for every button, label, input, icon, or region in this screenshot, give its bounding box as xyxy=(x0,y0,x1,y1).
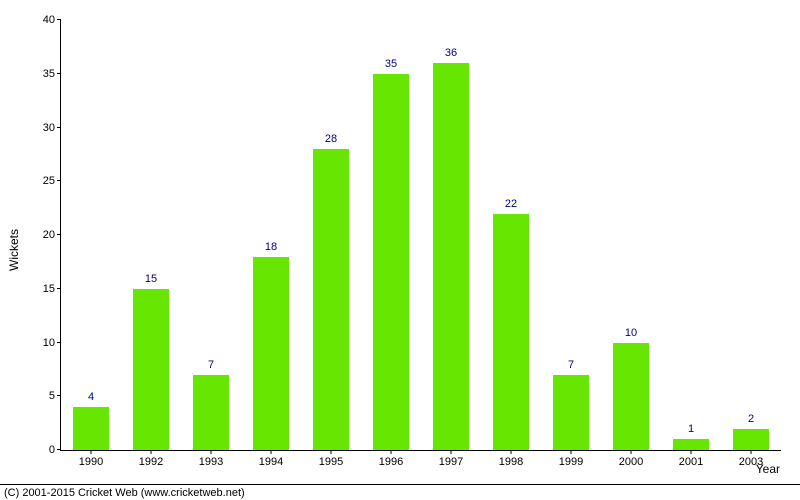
y-tick-mark xyxy=(57,127,61,128)
y-tick-mark xyxy=(57,73,61,74)
bar-value-label: 36 xyxy=(445,47,457,59)
bar-value-label: 15 xyxy=(145,273,157,285)
bar: 7 xyxy=(553,375,589,450)
bar-value-label: 28 xyxy=(325,133,337,145)
x-tick-mark xyxy=(151,450,152,454)
y-tick-mark xyxy=(57,288,61,289)
x-tick-mark xyxy=(391,450,392,454)
x-tick-mark xyxy=(571,450,572,454)
x-tick-mark xyxy=(631,450,632,454)
bar: 18 xyxy=(253,257,289,451)
bar-value-label: 18 xyxy=(265,241,277,253)
bar: 28 xyxy=(313,149,349,450)
x-tick-mark xyxy=(211,450,212,454)
bar: 22 xyxy=(493,214,529,451)
x-tick-mark xyxy=(691,450,692,454)
copyright-footer: (C) 2001-2015 Cricket Web (www.cricketwe… xyxy=(0,484,800,500)
bar-value-label: 7 xyxy=(208,359,214,371)
bar-value-label: 7 xyxy=(568,359,574,371)
bar: 10 xyxy=(613,343,649,451)
bar: 35 xyxy=(373,74,409,450)
x-tick-mark xyxy=(751,450,752,454)
bar: 7 xyxy=(193,375,229,450)
bar-value-label: 10 xyxy=(625,327,637,339)
y-tick-mark xyxy=(57,342,61,343)
x-tick-mark xyxy=(91,450,92,454)
bar: 36 xyxy=(433,63,469,450)
bar: 4 xyxy=(73,407,109,450)
plot-area: 0510152025303540419901519927199318199428… xyxy=(60,20,781,451)
bar-value-label: 4 xyxy=(88,391,94,403)
y-tick-mark xyxy=(57,19,61,20)
bar: 1 xyxy=(673,439,709,450)
bar-value-label: 1 xyxy=(688,423,694,435)
x-tick-mark xyxy=(451,450,452,454)
x-tick-mark xyxy=(271,450,272,454)
y-tick-mark xyxy=(57,449,61,450)
bar: 2 xyxy=(733,429,769,451)
y-tick-mark xyxy=(57,234,61,235)
bar-value-label: 35 xyxy=(385,58,397,70)
y-tick-mark xyxy=(57,180,61,181)
bar-value-label: 22 xyxy=(505,198,517,210)
y-tick-mark xyxy=(57,395,61,396)
bar: 15 xyxy=(133,289,169,450)
y-axis-label: Wickets xyxy=(7,229,21,271)
x-tick-mark xyxy=(511,450,512,454)
copyright-text: (C) 2001-2015 Cricket Web (www.cricketwe… xyxy=(4,487,245,499)
chart-container: Wickets Year 051015202530354041990151992… xyxy=(0,0,800,500)
bar-value-label: 2 xyxy=(748,413,754,425)
x-tick-mark xyxy=(331,450,332,454)
